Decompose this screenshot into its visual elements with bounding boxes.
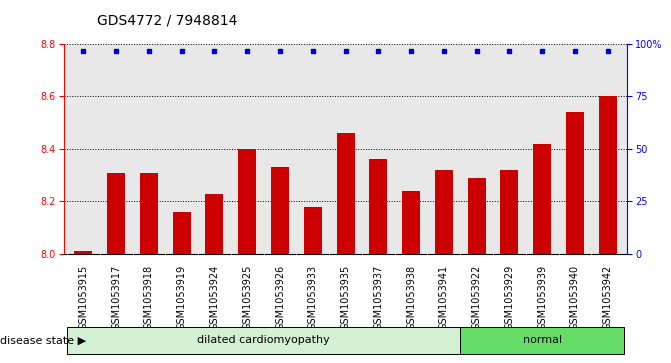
Text: GSM1053926: GSM1053926 bbox=[275, 265, 285, 330]
Bar bbox=[337, 133, 354, 254]
Text: dilated cardiomyopathy: dilated cardiomyopathy bbox=[197, 335, 330, 345]
Bar bbox=[304, 207, 322, 254]
Text: GSM1053915: GSM1053915 bbox=[79, 265, 89, 330]
Text: normal: normal bbox=[523, 335, 562, 345]
Text: GSM1053941: GSM1053941 bbox=[439, 265, 449, 330]
Bar bbox=[172, 212, 191, 254]
Bar bbox=[107, 172, 125, 254]
Bar bbox=[501, 170, 519, 254]
Bar bbox=[435, 170, 453, 254]
Bar bbox=[238, 149, 256, 254]
Text: GSM1053924: GSM1053924 bbox=[209, 265, 219, 330]
Text: GSM1053937: GSM1053937 bbox=[373, 265, 383, 330]
Text: GSM1053939: GSM1053939 bbox=[537, 265, 547, 330]
Bar bbox=[271, 167, 289, 254]
Text: GSM1053935: GSM1053935 bbox=[341, 265, 350, 330]
Text: GSM1053940: GSM1053940 bbox=[570, 265, 580, 330]
Bar bbox=[460, 327, 624, 354]
Text: GSM1053922: GSM1053922 bbox=[472, 265, 482, 330]
Text: disease state ▶: disease state ▶ bbox=[0, 335, 86, 345]
Text: GDS4772 / 7948814: GDS4772 / 7948814 bbox=[97, 13, 238, 27]
Text: GSM1053918: GSM1053918 bbox=[144, 265, 154, 330]
Bar bbox=[140, 172, 158, 254]
Text: GSM1053917: GSM1053917 bbox=[111, 265, 121, 330]
Text: GSM1053929: GSM1053929 bbox=[505, 265, 515, 330]
Bar bbox=[402, 191, 420, 254]
Text: GSM1053938: GSM1053938 bbox=[406, 265, 416, 330]
Bar bbox=[599, 96, 617, 254]
Bar bbox=[468, 178, 486, 254]
Bar bbox=[369, 159, 387, 254]
Bar bbox=[205, 193, 223, 254]
Text: GSM1053919: GSM1053919 bbox=[176, 265, 187, 330]
Text: GSM1053942: GSM1053942 bbox=[603, 265, 613, 330]
Bar bbox=[67, 327, 460, 354]
Text: GSM1053925: GSM1053925 bbox=[242, 265, 252, 330]
Bar bbox=[74, 252, 93, 254]
Bar bbox=[533, 143, 551, 254]
Text: GSM1053933: GSM1053933 bbox=[308, 265, 318, 330]
Bar bbox=[566, 112, 584, 254]
